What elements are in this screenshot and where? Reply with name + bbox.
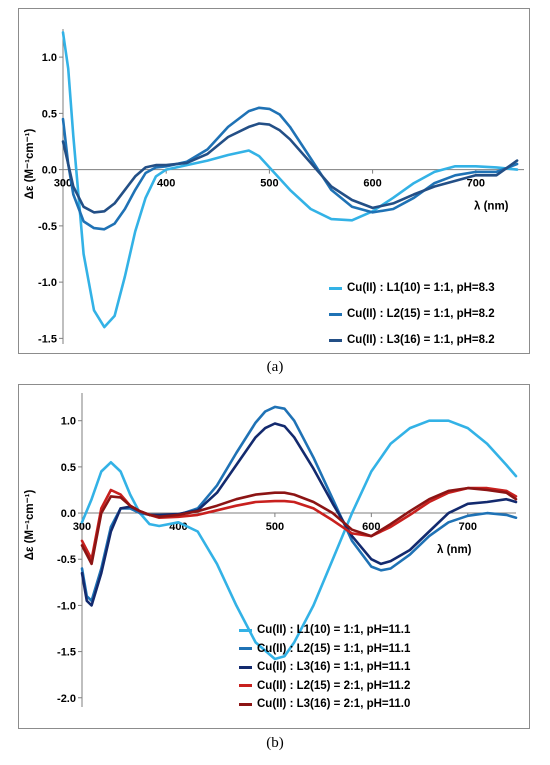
x-tick-label-a: 600 [363,178,381,190]
series-line-a-3 [61,122,519,214]
legend-b: Cu(II) : L1(10) = 1:1, pH=11.1 Cu(II) : L… [239,621,410,714]
legend-item-b-1: Cu(II) : L1(10) = 1:1, pH=11.1 [239,621,410,640]
legend-label: Cu(II) : L3(16) = 1:1, pH=11.1 [257,661,411,674]
x-tick-label-b: 500 [266,521,284,533]
legend-label: Cu(II) : L3(16) = 1:1, pH=8.2 [347,334,495,346]
legend-label: Cu(II) : L3(16) = 2:1, pH=11.0 [257,698,411,711]
legend-swatch [239,702,252,706]
legend-swatch [239,684,252,688]
y-tick-label-b: 1.0 [61,416,76,428]
caption-a: (a) [266,359,284,375]
legend-swatch [329,312,342,316]
legend-swatch [239,628,252,632]
x-tick-label-a: 400 [157,178,175,190]
legend-swatch [239,665,252,669]
series-line-b-3 [80,422,518,607]
legend-swatch [239,647,252,651]
y-tick-label-a: -0.5 [38,221,57,233]
y-tick-label-b: 0.0 [61,508,76,520]
y-tick-label-b: -0.5 [57,554,76,566]
legend-label: Cu(II) : L2(15) = 2:1, pH=11.2 [257,679,411,692]
legend-label: Cu(II) : L2(15) = 1:1, pH=8.2 [347,308,495,320]
legend-label: Cu(II) : L1(10) = 1:1, pH=8.3 [347,282,495,294]
y-axis-title-b: Δε (M⁻¹cm⁻¹) [24,490,36,561]
legend-item-b-3: Cu(II) : L3(16) = 1:1, pH=11.1 [239,658,410,677]
series-line-a-2 [61,106,519,231]
x-axis-title-b: λ (nm) [437,544,472,556]
legend-label: Cu(II) : L1(10) = 1:1, pH=11.1 [257,624,411,637]
x-tick-label-b: 300 [73,521,91,533]
x-tick-label-a: 700 [467,178,485,190]
legend-item-b-2: Cu(II) : L2(15) = 1:1, pH=11.1 [239,640,410,659]
chart-panel-a: 1.0 0.5 0.0 -0.5 -1.0 -1.5 300 400 500 600 700 λ (n… [18,8,530,354]
y-tick-label-b: -2.0 [57,693,76,705]
x-tick-label-b: 600 [362,521,380,533]
legend-item-b-4: Cu(II) : L2(15) = 2:1, pH=11.2 [239,677,410,696]
legend-item-a-2: Cu(II) : L2(15) = 1:1, pH=8.2 [329,301,495,327]
x-tick-label-b: 700 [459,521,477,533]
series-line-b-1 [80,419,518,661]
legend-item-b-5: Cu(II) : L3(16) = 2:1, pH=11.0 [239,695,410,714]
legend-item-a-3: Cu(II) : L3(16) = 1:1, pH=8.2 [329,327,495,353]
legend-swatch [329,338,342,342]
y-axis-title-a: Δε (M⁻¹cm⁻¹) [24,129,36,200]
y-tick-label-b: -1.5 [57,647,76,659]
x-tick-label-a: 500 [260,178,278,190]
chart-a-svg: 1.0 0.5 0.0 -0.5 -1.0 -1.5 300 400 500 600 700 λ (n… [24,29,524,345]
x-axis-title-a: λ (nm) [474,201,509,213]
legend-swatch [329,286,342,290]
legend-a: Cu(II) : L1(10) = 1:1, pH=8.3 Cu(II) : L2… [329,275,495,353]
y-tick-label-a: 0.5 [42,108,57,120]
y-tick-label-a: -1.0 [38,277,57,289]
caption-b: (b) [266,735,284,751]
series-line-b-5 [80,486,518,566]
legend-label: Cu(II) : L2(15) = 1:1, pH=11.1 [257,642,411,655]
legend-item-a-1: Cu(II) : L1(10) = 1:1, pH=8.3 [329,275,495,301]
y-tick-label-b: 0.5 [61,462,76,474]
y-tick-label-a: 1.0 [42,52,57,64]
x-tick-label-a: 300 [54,178,72,190]
chart-panel-b: 1.0 0.5 0.0 -0.5 -1.0 -1.5 -2.0 300 400 500 600 700… [18,384,530,729]
y-tick-label-b: -1.0 [57,600,76,612]
series-line-a-1 [61,31,519,329]
y-tick-label-a: -1.5 [38,333,57,345]
y-tick-label-a: 0.0 [42,165,57,177]
